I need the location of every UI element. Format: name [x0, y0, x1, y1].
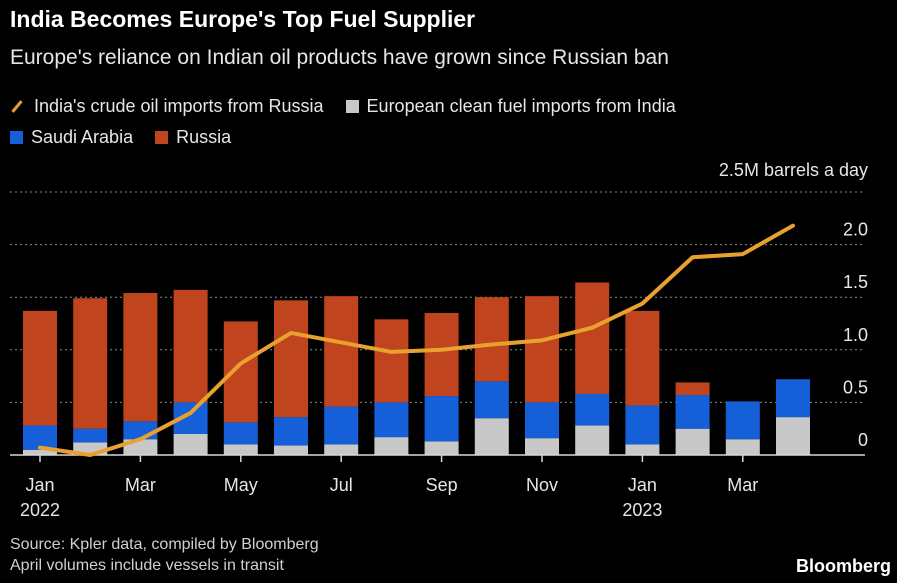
- bar-segment-red: [324, 296, 359, 407]
- india-russia-crude-line: [38, 223, 795, 457]
- bar-segment-blue: [123, 421, 158, 440]
- bar-segment-red: [173, 289, 208, 403]
- bar-segment-blue: [73, 428, 108, 443]
- bar-segment-red: [424, 312, 459, 397]
- legend-red-swatch: [155, 131, 169, 144]
- bar-segment-red: [274, 300, 308, 418]
- chart-subtitle: Europe's reliance on Indian oil products…: [10, 46, 669, 69]
- bar-segment-gray: [474, 418, 509, 455]
- y-tick-label: 0: [858, 430, 868, 450]
- footnote-text: April volumes include vessels in transit: [10, 557, 284, 574]
- legend-item-line: India's crude oil imports from Russia: [10, 96, 324, 117]
- legend-blue-label: Saudi Arabia: [31, 127, 134, 147]
- y-tick-label: 2.0: [843, 220, 868, 240]
- source-text: Source: Kpler data, compiled by Bloomber…: [10, 536, 319, 553]
- bar-segment-red: [474, 297, 509, 382]
- x-tick-label: Jan: [628, 475, 657, 495]
- bar-segment-gray: [675, 428, 710, 455]
- bar-segment-blue: [274, 417, 308, 446]
- bar-segment-red: [223, 321, 258, 423]
- source-note: Source: Kpler data, compiled by Bloomber…: [10, 534, 319, 576]
- x-tick-label: Sep: [426, 475, 458, 495]
- x-tick-label: May: [224, 475, 258, 495]
- bar-segment-gray: [625, 444, 660, 455]
- chart-title: India Becomes Europe's Top Fuel Supplier: [10, 6, 476, 32]
- bar-segment-blue: [424, 396, 459, 442]
- bar-segment-gray: [424, 441, 459, 455]
- legend-item-red: Russia: [155, 127, 231, 148]
- bar-segment-gray: [274, 445, 308, 455]
- bar-segment-red: [625, 310, 660, 406]
- legend-item-blue: Saudi Arabia: [10, 127, 133, 148]
- legend-blue-swatch: [10, 131, 23, 144]
- bar-segment-gray: [725, 439, 760, 455]
- bar-segment-blue: [474, 381, 509, 419]
- bar-segment-blue: [374, 402, 409, 438]
- bar-segment-gray: [776, 417, 810, 455]
- x-tick-label: 2022: [20, 500, 60, 520]
- bar-segment-red: [123, 292, 158, 422]
- legend-gray-label: European clean fuel imports from India: [366, 96, 676, 116]
- bar-segment-blue: [324, 406, 359, 445]
- x-tick-label: Jan: [25, 475, 54, 495]
- legend-item-gray: European clean fuel imports from India: [345, 96, 676, 117]
- x-tick-label: 2023: [622, 500, 662, 520]
- bar-segment-gray: [374, 437, 409, 455]
- x-tick-label: Mar: [125, 475, 156, 495]
- bar-segment-blue: [776, 379, 810, 418]
- bar-segment-red: [575, 282, 610, 394]
- legend-red-label: Russia: [176, 127, 232, 147]
- bar-segment-blue: [223, 422, 258, 445]
- legend-gray-swatch: [345, 100, 359, 113]
- x-tick-label: Mar: [727, 475, 758, 495]
- x-tick-label: Nov: [526, 475, 558, 495]
- bar-segment-blue: [725, 401, 760, 440]
- bar-segment-blue: [575, 393, 610, 426]
- bloomberg-logo: Bloomberg: [795, 556, 891, 576]
- bar-segment-red: [23, 310, 57, 426]
- y-axis-unit-label: 2.5M barrels a day: [718, 160, 868, 180]
- y-tick-label: 1.0: [843, 325, 868, 345]
- y-tick-label: 1.5: [843, 272, 868, 292]
- legend-line-label: India's crude oil imports from Russia: [34, 96, 324, 116]
- bar-segment-red: [374, 319, 409, 403]
- bar-segment-gray: [324, 444, 359, 455]
- bar-segment-gray: [23, 449, 57, 455]
- bar-segment-gray: [223, 444, 258, 455]
- bar-segment-gray: [173, 433, 208, 455]
- legend-row-2: Saudi Arabia Russia: [10, 127, 253, 148]
- bar-segment-blue: [625, 405, 660, 445]
- y-tick-label: 0.5: [843, 377, 868, 397]
- x-tick-label: Jul: [330, 475, 353, 495]
- bar-segment-gray: [525, 438, 559, 455]
- bar-segment-red: [675, 382, 710, 396]
- bar-segment-gray: [575, 425, 610, 455]
- bar-segment-blue: [675, 395, 710, 429]
- bar-segment-red: [73, 298, 108, 429]
- bar-segment-blue: [525, 402, 559, 439]
- bar-segment-red: [525, 296, 559, 403]
- legend-row-1: India's crude oil imports from Russia Eu…: [10, 96, 698, 117]
